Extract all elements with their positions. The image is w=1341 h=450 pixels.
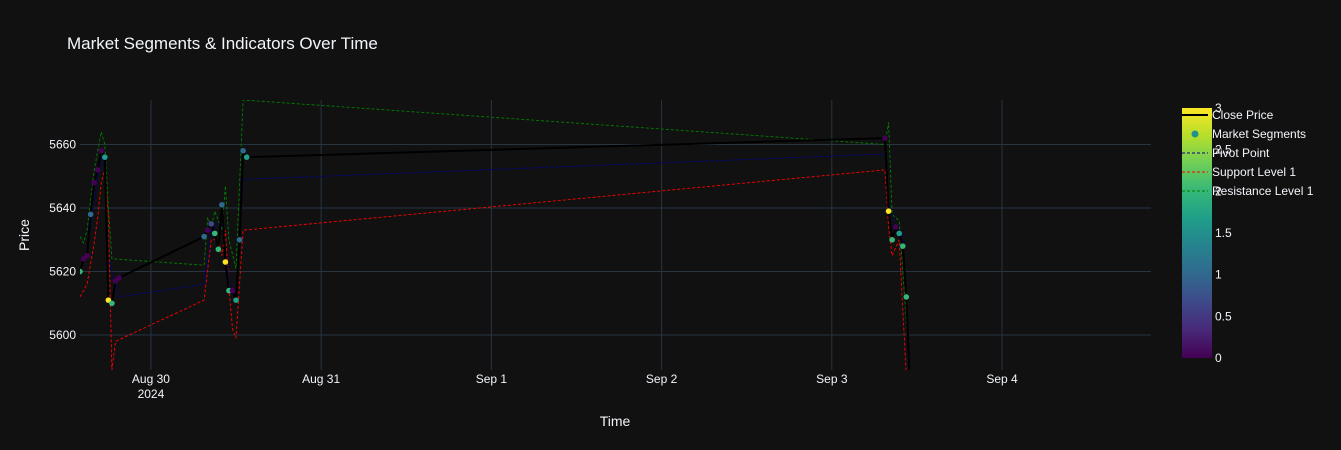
colorbar-tick-label: 2.5 [1215, 143, 1232, 157]
grid-lines [80, 100, 1151, 370]
colorbar-tick-label: 1 [1215, 268, 1222, 282]
segment-marker [889, 236, 895, 243]
segment-marker [885, 208, 892, 214]
legend-swatch-close-price [1182, 114, 1208, 116]
segment-marker [84, 252, 90, 259]
y-tick-label: 5640 [49, 201, 76, 215]
segment-marker [899, 243, 906, 249]
legend-item-resistance-level-1[interactable]: Resistance Level 1 [1182, 182, 1313, 201]
segment-marker [94, 167, 101, 173]
series-lines [80, 100, 911, 370]
segment-marker [215, 246, 222, 253]
legend-swatch-market-segments [1191, 130, 1199, 138]
legend-label-support-level-1: Support Level 1 [1212, 165, 1297, 179]
y-axis-title: Price [16, 219, 32, 251]
series-line-support-level-1 [80, 169, 907, 370]
legend-swatch-pivot-point [1182, 152, 1208, 154]
segment-marker [211, 230, 218, 237]
legend-item-close-price[interactable]: Close Price [1182, 106, 1313, 125]
segment-marker [903, 294, 910, 300]
segment-marker [80, 268, 83, 275]
x-tick-label: Sep 3 [816, 372, 848, 386]
x-tick-label: Aug 30 [132, 372, 170, 386]
segment-marker [219, 202, 225, 208]
x-tick-label: Sep 1 [476, 372, 508, 386]
segment-marker [102, 154, 108, 160]
segment-marker [91, 179, 97, 186]
legend-swatch-resistance-level-1 [1182, 190, 1208, 192]
colorbar-tick-label: 0.5 [1215, 309, 1232, 323]
colorbar-tick-label: 0 [1215, 351, 1222, 365]
legend-label-market-segments: Market Segments [1212, 127, 1307, 141]
legend-label-close-price: Close Price [1212, 108, 1274, 122]
segment-marker [98, 148, 105, 154]
segment-marker [896, 230, 903, 237]
series-line-close-price [80, 137, 911, 370]
segment-marker [892, 224, 899, 230]
segment-marker [208, 221, 215, 227]
segment-marker [204, 227, 211, 234]
y-tick-label: 5660 [49, 137, 76, 151]
colorbar-tick-label: 3 [1215, 101, 1222, 115]
segment-marker [243, 154, 250, 160]
segment-marker [201, 233, 207, 240]
legend-label-pivot-point: Pivot Point [1212, 146, 1270, 160]
legend-item-market-segments[interactable]: Market Segments [1182, 125, 1313, 144]
chart-title: Market Segments & Indicators Over Time [67, 34, 378, 53]
segment-marker [233, 297, 239, 303]
legend-label-resistance-level-1: Resistance Level 1 [1212, 184, 1314, 198]
legend-item-support-level-1[interactable]: Support Level 1 [1182, 163, 1313, 182]
x-axis-title: Time [600, 413, 631, 429]
segment-marker [87, 211, 94, 218]
series-line-resistance-level-1 [80, 100, 911, 370]
segment-marker [116, 275, 122, 281]
segment-marker [109, 300, 115, 307]
x-tick-label: Aug 31 [302, 372, 340, 386]
segment-marker [236, 236, 243, 243]
segment-marker [882, 135, 888, 141]
y-tick-label: 5620 [49, 265, 76, 279]
segment-marker [229, 287, 236, 294]
legend: Close Price Market Segments Pivot Point … [1182, 106, 1313, 201]
colorbar-tick-label: 1.5 [1215, 226, 1232, 240]
x-tick-sublabel: 2024 [138, 387, 165, 401]
legend-swatch-support-level-1 [1182, 171, 1208, 173]
x-tick-label: Sep 4 [986, 372, 1018, 386]
colorbar: 0 0.5 1 1.5 2 2.5 3 [1182, 101, 1232, 365]
segment-markers [80, 135, 910, 307]
segment-marker [222, 259, 229, 265]
legend-item-pivot-point[interactable]: Pivot Point [1182, 144, 1313, 163]
x-tick-label: Sep 2 [646, 372, 678, 386]
colorbar-tick-label: 2 [1215, 184, 1222, 198]
y-tick-label: 5600 [49, 328, 76, 342]
segment-marker [240, 148, 246, 154]
